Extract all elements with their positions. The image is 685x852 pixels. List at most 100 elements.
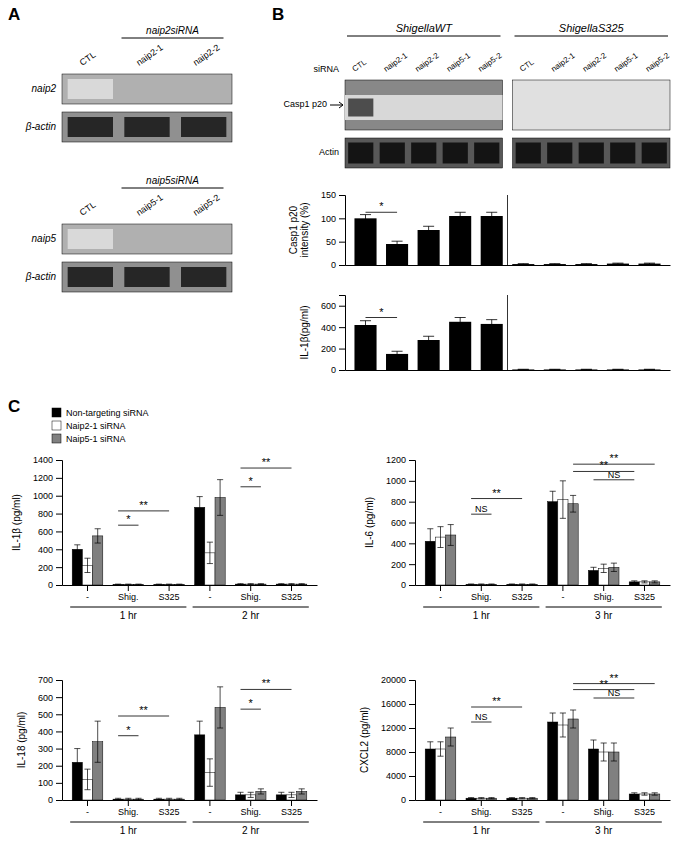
tick-mark [339,195,345,196]
tick: 200 [321,344,345,354]
tick-label: 700 [38,675,53,685]
group-underline [70,607,186,608]
group-label: 2 hr [242,610,260,621]
significance-label: * [379,306,384,318]
bar [607,264,629,265]
error-bar [248,792,254,797]
blot-membrane [513,138,671,168]
error-bar [197,721,203,748]
blot-membrane [345,138,503,168]
tick: 600 [391,518,415,528]
blot-membrane [345,80,503,130]
tick: 600 [38,693,62,703]
bar [174,584,184,585]
bar [575,264,597,265]
group-label: 1 hr [120,610,138,621]
error-bar [488,798,494,799]
tick: 1200 [386,455,415,465]
tick-label: S325 [634,807,655,817]
tick-label: 200 [38,761,53,771]
tick-mark [409,800,415,801]
significance-label: * [379,200,384,212]
error-bar [611,563,617,571]
blot-region [345,95,503,120]
error-bar [486,320,497,329]
figure-canvas: Anaip2siRNACTLnaip2-1naip2-2naip2β-actin… [0,0,685,852]
lane-label: CTL [78,200,98,218]
bar [575,369,597,370]
significance-label: NS [475,504,488,514]
tick-label: - [439,807,442,817]
group-label: ShigellaS325 [559,22,625,34]
tick-mark [56,531,62,532]
significance-label: ** [262,677,271,689]
tick: 200 [38,563,62,573]
tick-mark [644,585,645,591]
blot-band [411,143,436,164]
error-bar [197,497,203,518]
bar [286,584,296,585]
tick-mark [339,349,345,350]
bar [449,322,471,370]
lane-label: naip2-2 [413,51,440,74]
error-bar [550,713,556,731]
lane-label: naip2-1 [549,51,576,74]
tick-mark [644,800,645,806]
blot-membrane [513,80,671,130]
bar [512,369,534,370]
axis-line [63,800,318,801]
row-label: Casp1 p20 [283,99,327,109]
group-underline [423,607,539,608]
error-bar [95,529,101,543]
error-bar [478,798,484,799]
error-bar [570,495,576,512]
legend-swatch [52,421,61,430]
bar [113,799,123,800]
error-bar [581,369,592,370]
group-label: 1 hr [473,610,491,621]
tick-mark [522,585,523,591]
error-bar [237,583,243,585]
tick: 50 [326,237,345,247]
tick: 0 [331,365,345,375]
bar [517,584,527,585]
blot-band [348,143,373,164]
tick: S325 [159,800,180,817]
tick-mark [522,800,523,806]
tick-mark [56,714,62,715]
tick-mark [562,585,563,591]
blot-band [68,267,113,287]
bar [418,230,440,265]
panel: 0200400600IL-1β(pg/ml)* [299,295,670,375]
tick: - [208,800,211,817]
plot-marks [425,481,660,585]
y-axis-title-line: IL-1β (pg/ml) [11,494,22,551]
tick-label: 8000 [386,747,406,757]
tick-label: 400 [391,539,406,549]
bar [418,340,440,370]
significance-label: * [126,513,131,525]
blot-band [547,143,572,164]
blot-band [579,143,604,164]
blot-band [443,143,468,164]
error-bar [288,792,294,797]
tick-label: - [561,592,564,602]
plot-marks [72,687,307,800]
significance-label: ** [139,704,148,716]
blot-band [348,99,373,117]
error-bar [509,798,515,799]
panel-label: A [8,5,20,24]
tick-label: 600 [321,301,336,311]
y-axis-title-line: IL-18 (pg/ml) [16,712,27,769]
group-divider [507,295,508,370]
tick-label: 800 [38,509,53,519]
tick-mark [440,585,441,591]
bar [276,584,286,585]
y-axis-title: Casp1 p20intensity (%) [288,202,310,257]
y-axis: 0100200300400500600700 [38,675,63,805]
tick: Shig. [593,585,614,602]
tick-mark [56,749,62,750]
tick-label: - [561,807,564,817]
error-bar [115,584,121,585]
error-bar [299,789,305,794]
